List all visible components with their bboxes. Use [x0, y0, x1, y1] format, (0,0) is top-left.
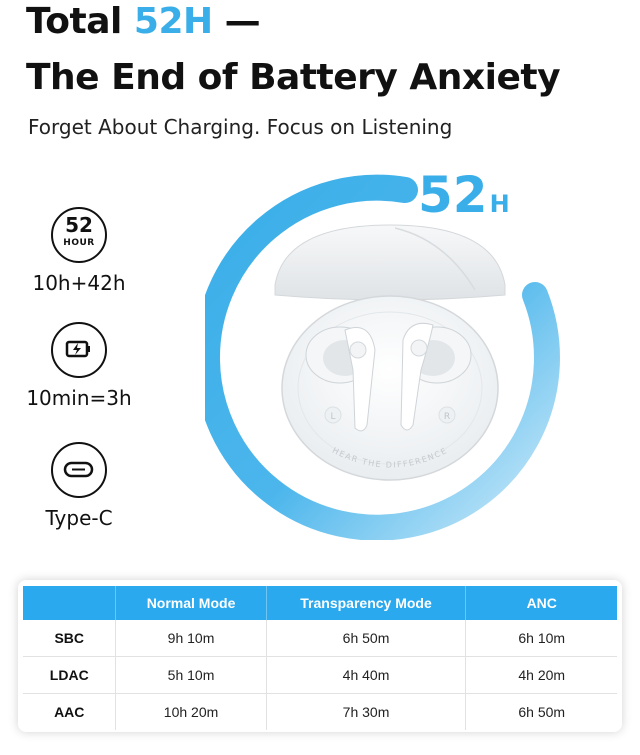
battery-life-table: Normal Mode Transparency Mode ANC SBC 9h… — [18, 580, 622, 732]
ring-arc — [205, 174, 560, 540]
table-header-row: Normal Mode Transparency Mode ANC — [23, 586, 617, 620]
feature-playtime-label: 10h+42h — [32, 271, 126, 295]
subheadline: Forget About Charging. Focus on Listenin… — [28, 115, 453, 139]
table-cell: 9h 10m — [115, 620, 267, 657]
headline-highlight: 52H — [133, 1, 213, 42]
table-row: AAC 10h 20m 7h 30m 6h 50m — [23, 693, 617, 730]
clock-52-hour-icon: 52 HOUR — [51, 207, 107, 263]
table-header-empty — [23, 586, 116, 620]
table-cell: 6h 10m — [465, 620, 617, 657]
feature-playtime: 52 HOUR 10h+42h — [20, 207, 138, 295]
table-cell: 6h 50m — [518, 704, 566, 720]
feature-type-c-label: Type-C — [45, 506, 113, 530]
table-cell: 5h 10m — [115, 656, 267, 694]
total-hours-unit: H — [489, 190, 510, 218]
feature-playtime-unit: HOUR — [63, 238, 95, 248]
total-hours-value: 52 — [418, 166, 488, 224]
fast-charge-battery-icon — [51, 322, 107, 378]
right-earbud — [400, 322, 472, 431]
battery-ring-illustration: HEAR THE DIFFERENCE L R — [205, 174, 560, 540]
total-hours-badge: 52H — [418, 165, 510, 234]
table-row: SBC 9h 10m 6h 50m 6h 10m — [23, 620, 617, 657]
table-header-anc: ANC — [465, 586, 617, 620]
table-row-codec: SBC — [23, 620, 117, 657]
left-earbud — [305, 326, 376, 432]
feature-fast-charge: 10min=3h — [20, 322, 138, 410]
table-cell: 4h 40m — [266, 656, 467, 694]
feature-playtime-value: 52 — [65, 213, 93, 237]
case-lid — [274, 224, 506, 301]
table-row: LDAC 5h 10m 4h 40m 4h 20m — [23, 656, 617, 694]
right-mark: R — [444, 412, 450, 422]
headline: Total 52H — The End of Battery Anxiety — [26, 0, 561, 100]
table-row-codec: LDAC — [23, 656, 117, 694]
feature-fast-charge-label: 10min=3h — [26, 386, 132, 410]
headline-line-1: Total 52H — — [26, 0, 560, 44]
table-cell: 10h 20m — [115, 693, 267, 730]
headline-line-2: The End of Battery Anxiety — [26, 57, 561, 98]
table-cell: 6h 50m — [266, 620, 467, 657]
feature-type-c: Type-C — [20, 442, 138, 530]
headline-prefix: Total — [26, 1, 134, 42]
table-cell: 4h 20m — [465, 656, 617, 694]
left-mark: L — [330, 412, 335, 422]
table-cell: 7h 30m — [266, 693, 467, 730]
case-body — [281, 295, 499, 481]
table-row-codec: AAC — [23, 693, 117, 730]
table-header-normal: Normal Mode — [115, 586, 267, 620]
table-header-transparency: Transparency Mode — [265, 586, 466, 620]
headline-suffix: — — [212, 1, 261, 42]
usb-type-c-icon — [51, 442, 107, 498]
